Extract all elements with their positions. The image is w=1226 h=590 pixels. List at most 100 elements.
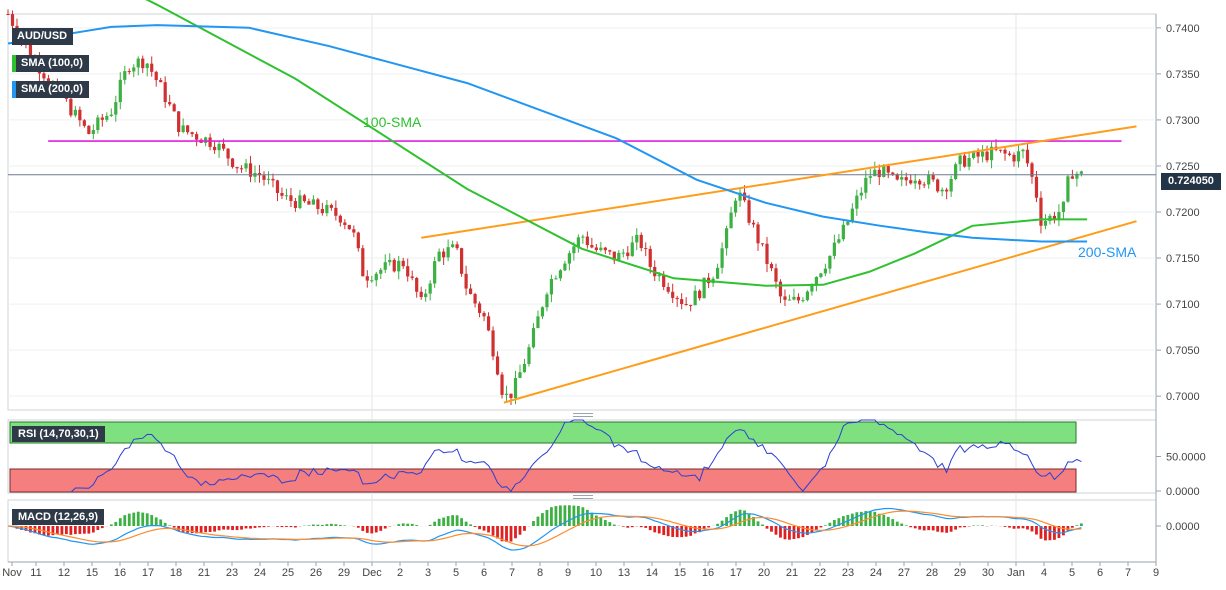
macd-label[interactable]: MACD (12,26,9) <box>12 509 104 525</box>
candle-body <box>312 199 315 204</box>
macd-histogram-bar <box>891 519 894 526</box>
macd-histogram-bar <box>132 513 135 526</box>
candle-body <box>671 292 674 298</box>
candle-body <box>981 152 984 157</box>
candle-body <box>568 253 571 263</box>
macd-histogram-bar <box>981 525 984 526</box>
macd-histogram-bar <box>694 526 697 533</box>
time-tick-label: 26 <box>310 567 322 579</box>
macd-histogram-bar <box>842 516 845 526</box>
candle-body <box>914 181 917 184</box>
candle-body <box>572 246 575 253</box>
time-tick-label: 5 <box>453 567 459 579</box>
candle-body <box>195 134 198 140</box>
price-tick-label: 0.7150 <box>1166 253 1200 265</box>
candle-body <box>810 286 813 292</box>
candle-body <box>352 229 355 232</box>
candle-body <box>343 222 346 225</box>
candle-body <box>505 394 508 395</box>
time-tick-label: 20 <box>758 567 770 579</box>
candle-body <box>375 274 378 280</box>
candle-body <box>797 297 800 300</box>
candle-body <box>752 223 755 225</box>
candle-body <box>1035 177 1038 198</box>
legend-sma200[interactable]: SMA (200,0) <box>12 81 89 98</box>
macd-histogram-bar <box>276 526 279 527</box>
candle-body <box>289 195 292 201</box>
price-tick-label: 0.7000 <box>1166 391 1200 403</box>
time-tick-label: 7 <box>1125 567 1131 579</box>
time-tick-label: 17 <box>730 567 742 579</box>
macd-histogram-bar <box>465 522 468 526</box>
candle-body <box>532 328 535 347</box>
candle-body <box>303 195 306 201</box>
candle-body <box>577 237 580 246</box>
price-tick-label: 0.7050 <box>1166 345 1200 357</box>
macd-histogram-bar <box>1017 526 1020 529</box>
candle-body <box>132 67 135 71</box>
candle-body <box>182 125 185 132</box>
time-tick-label: 12 <box>58 567 70 579</box>
time-tick-label: 14 <box>646 567 658 579</box>
candle-body <box>694 291 697 305</box>
legend-symbol[interactable]: AUD/USD <box>12 28 73 45</box>
candle-body <box>74 110 77 116</box>
macd-histogram-bar <box>572 506 575 526</box>
candle-body <box>909 180 912 183</box>
candle-body <box>689 305 692 306</box>
macd-histogram-bar <box>972 525 975 526</box>
macd-histogram-bar <box>236 526 239 530</box>
rsi-label[interactable]: RSI (14,70,30,1) <box>12 426 105 442</box>
macd-histogram-bar <box>433 522 436 526</box>
candle-body <box>932 175 935 179</box>
candle-body <box>685 304 688 305</box>
time-tick-label: 9 <box>1153 567 1159 579</box>
legend-sma100[interactable]: SMA (100,0) <box>12 55 89 72</box>
macd-histogram-bar <box>321 525 324 526</box>
macd-histogram-bar <box>599 518 602 526</box>
macd-histogram-bar <box>631 526 634 527</box>
macd-histogram-bar <box>936 526 939 532</box>
candle-body <box>936 180 939 192</box>
candle-body <box>361 248 364 276</box>
candle-body <box>545 294 548 307</box>
macd-histogram-bar <box>1075 525 1078 526</box>
candle-body <box>963 156 966 167</box>
macd-histogram-bar <box>1004 526 1007 527</box>
macd-histogram-bar <box>375 526 378 532</box>
candle-body <box>1044 221 1047 226</box>
candle-body <box>855 196 858 209</box>
macd-histogram-bar <box>128 514 131 526</box>
macd-histogram-bar <box>87 526 90 534</box>
candle-body <box>348 225 351 229</box>
candle-body <box>518 372 521 378</box>
macd-histogram-bar <box>963 526 966 527</box>
macd-histogram-bar <box>357 526 360 528</box>
macd-histogram-bar <box>159 519 162 526</box>
candle-body <box>473 294 476 303</box>
macd-histogram-bar <box>658 526 661 533</box>
macd-histogram-bar <box>613 525 616 526</box>
macd-histogram-bar <box>492 526 495 536</box>
candle-body <box>69 99 72 116</box>
macd-histogram-bar <box>474 526 477 527</box>
macd-histogram-bar <box>819 526 822 527</box>
candle-body <box>42 73 45 78</box>
macd-histogram-bar <box>932 526 935 530</box>
macd-histogram-bar <box>227 526 230 530</box>
macd-histogram-bar <box>150 515 153 526</box>
candle-body <box>487 316 490 330</box>
macd-histogram-bar <box>793 526 796 539</box>
macd-histogram-bar <box>384 526 387 529</box>
time-tick-label: Nov <box>2 567 22 579</box>
candle-body <box>945 190 948 192</box>
macd-histogram-bar <box>667 526 670 536</box>
last-price-tag: 0.724050 <box>1161 173 1221 190</box>
macd-histogram-bar <box>887 517 890 526</box>
macd-histogram-bar <box>325 524 328 526</box>
time-tick-label: Dec <box>362 567 382 579</box>
candle-body <box>927 175 930 184</box>
candle-body <box>447 247 450 257</box>
candle-body <box>837 239 840 242</box>
candle-body <box>985 152 988 161</box>
